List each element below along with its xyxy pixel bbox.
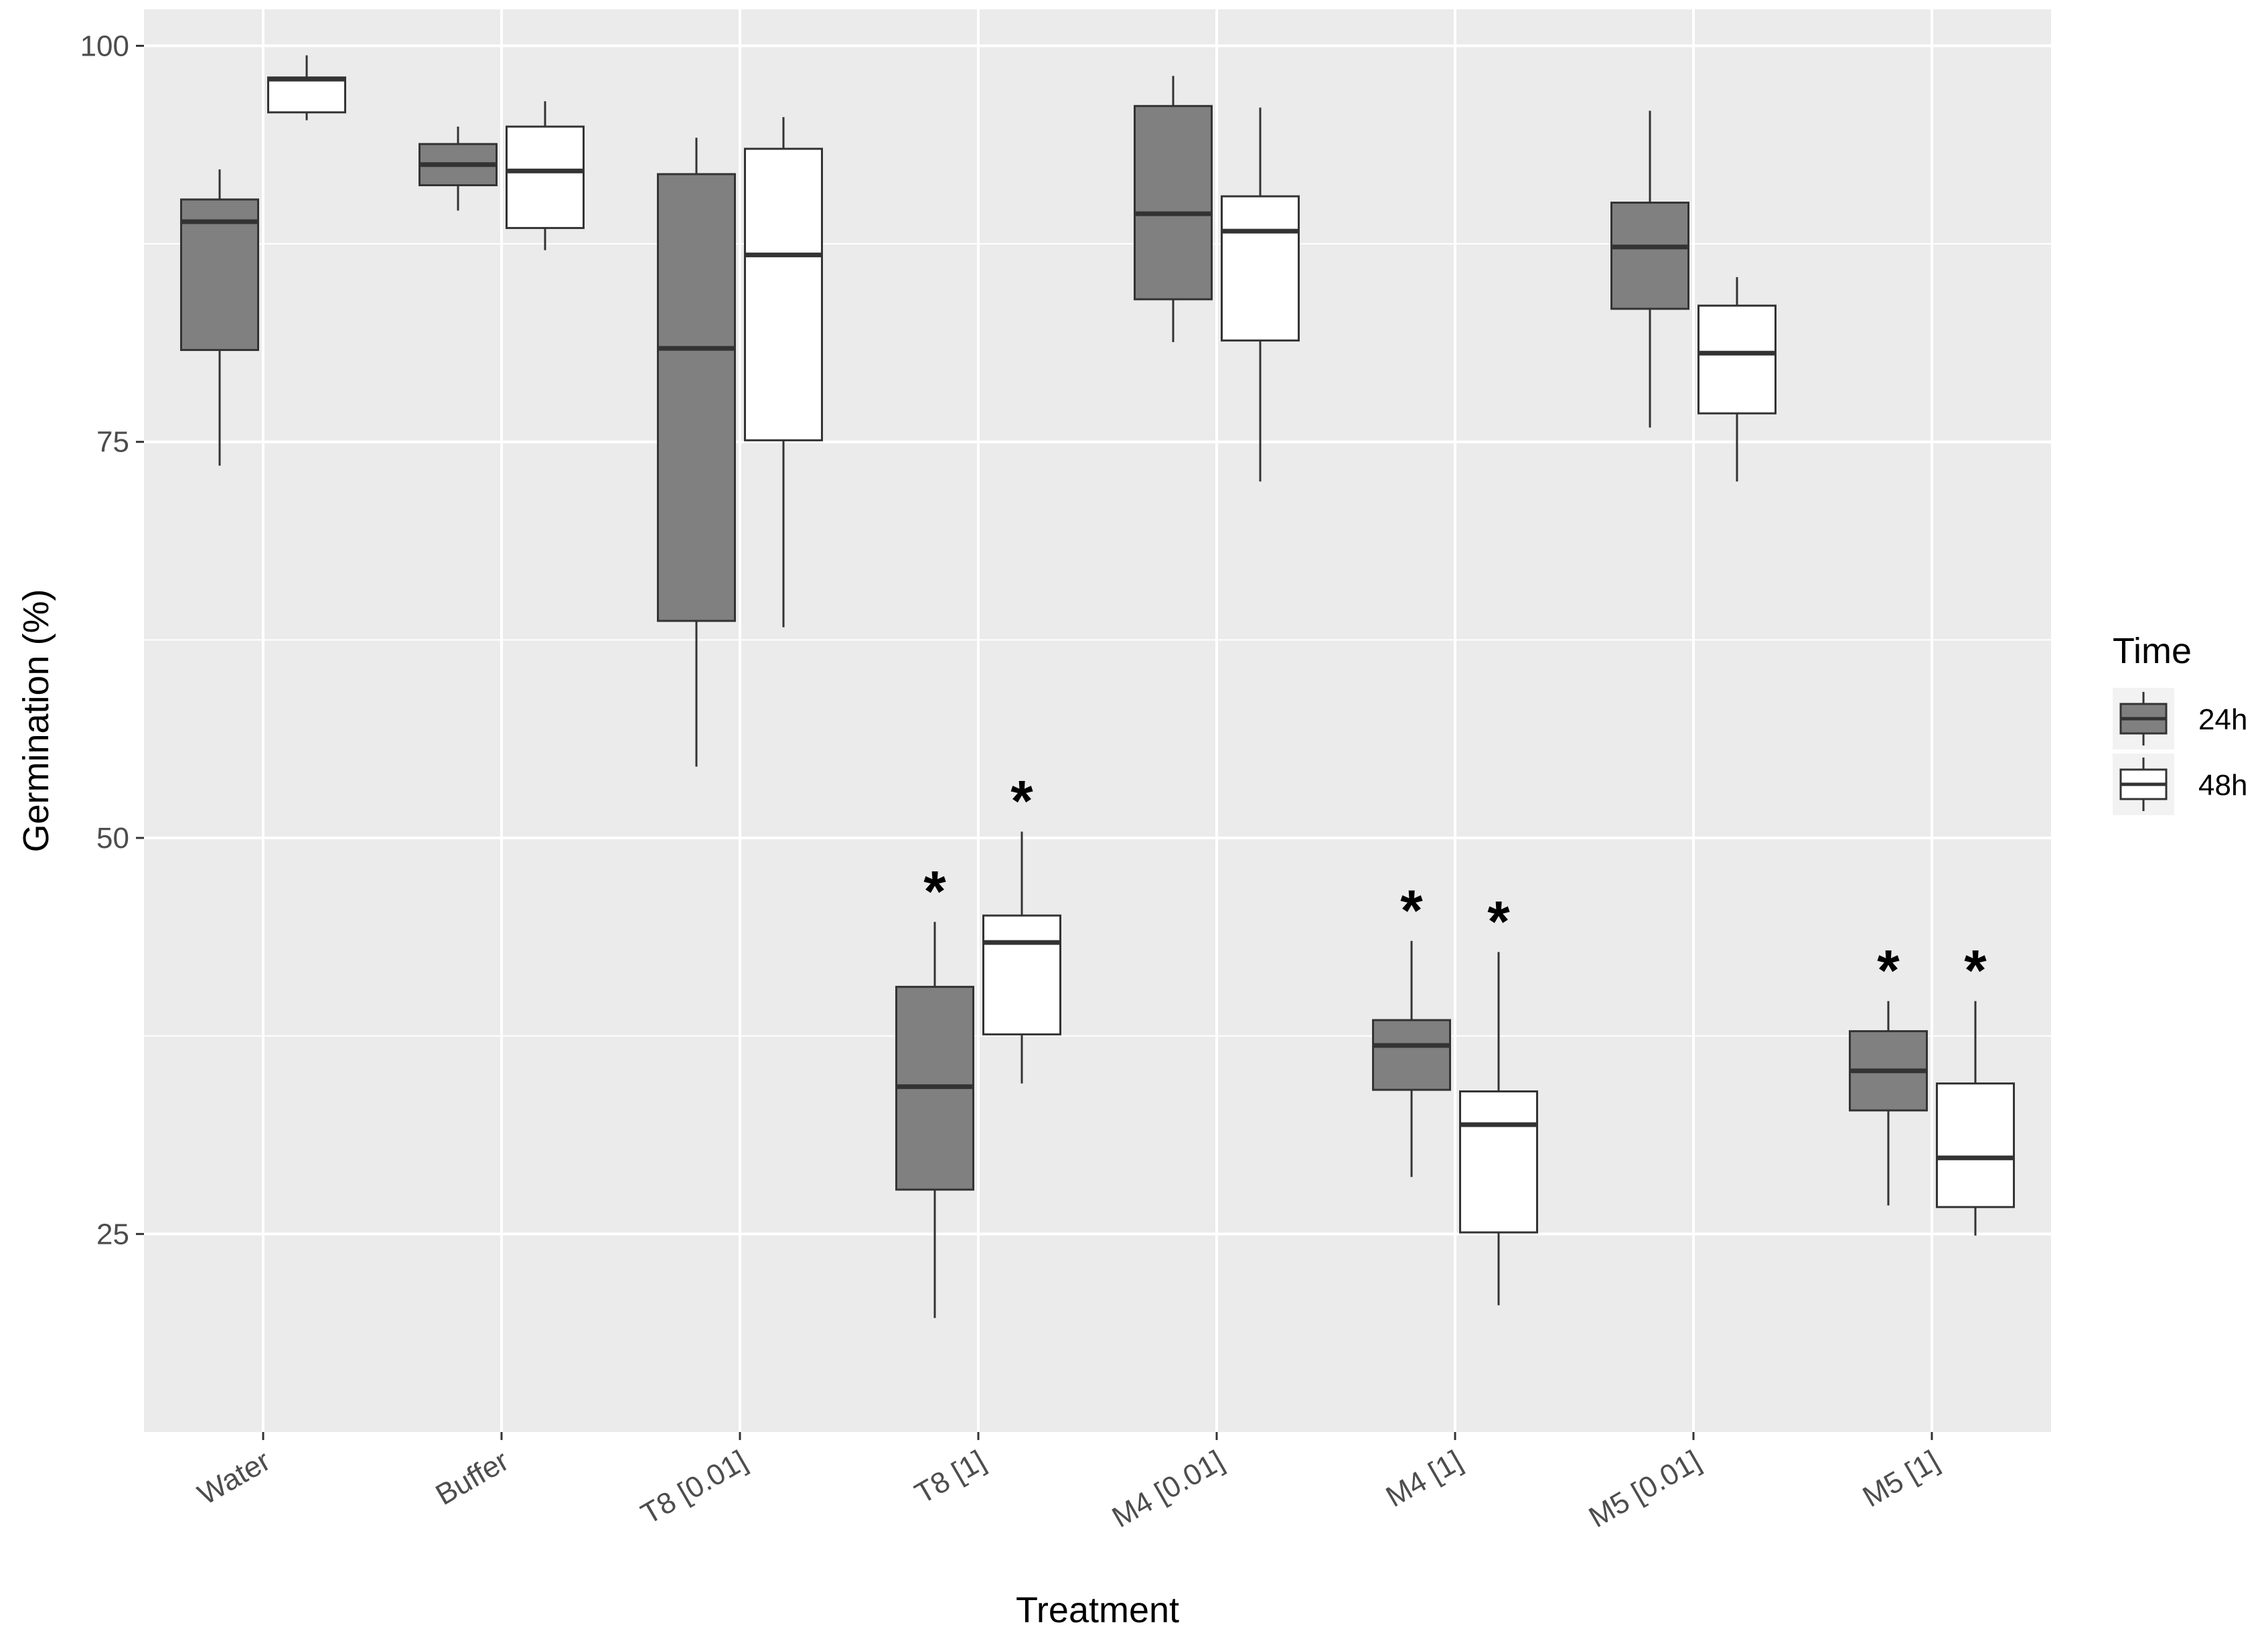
significance-marker: * [1487, 889, 1510, 954]
legend-label: 48h [2198, 769, 2247, 802]
significance-marker: * [1400, 879, 1423, 943]
x-tick-label: M5 [0.01] [1584, 1444, 1706, 1534]
box-plots: * * * * * * [180, 55, 2015, 1318]
significance-marker: * [1877, 939, 1900, 1003]
plot-panel-background [144, 9, 2051, 1432]
x-tick-label: M4 [0.01] [1107, 1444, 1229, 1534]
box-48h-6 [1697, 277, 1776, 482]
y-tick-label: 75 [96, 426, 129, 459]
box-48h-0 [267, 55, 346, 121]
box-48h-1 [506, 101, 585, 251]
significance-marker: * [923, 859, 946, 924]
box-24h-1 [419, 127, 498, 211]
box-iqr [180, 198, 259, 352]
box-24h-5: * [1372, 879, 1451, 1177]
box-iqr [982, 914, 1061, 1035]
x-tick-label: T8 [1] [909, 1444, 991, 1510]
y-axis-ticks: 25 50 75 100 [80, 29, 144, 1250]
box-48h-5: * [1459, 889, 1538, 1305]
x-tick-label: M5 [1] [1858, 1444, 1945, 1514]
box-iqr [267, 76, 346, 114]
y-axis-title: Germination (%) [16, 589, 56, 852]
significance-marker: * [1010, 770, 1033, 834]
x-tick-label: Buffer [431, 1444, 514, 1512]
y-tick-label: 50 [96, 822, 129, 855]
box-24h-2 [657, 137, 736, 767]
box-iqr [1610, 202, 1689, 310]
x-axis-ticks: Water Buffer T8 [0.01] T8 [1] M4 [0.01] M4 [1… [192, 1432, 1945, 1534]
box-24h-7: * [1849, 939, 1928, 1206]
box-iqr [1459, 1090, 1538, 1234]
legend-title: Time [2113, 631, 2192, 671]
y-tick-label: 25 [96, 1218, 129, 1250]
box-48h-3: * [982, 770, 1061, 1084]
legend-item-48h: 48h [2113, 754, 2247, 815]
legend-item-24h: 24h [2113, 688, 2247, 749]
box-iqr [744, 147, 823, 441]
x-tick-label: Water [192, 1444, 276, 1511]
box-48h-2 [744, 117, 823, 628]
significance-marker: * [1964, 939, 1987, 1003]
box-24h-6 [1610, 111, 1689, 428]
legend: Time 24h 48h [2113, 631, 2247, 815]
box-iqr [1134, 104, 1213, 301]
box-iqr [657, 173, 736, 622]
box-iqr [1697, 304, 1776, 415]
grid-lines [144, 9, 2051, 1432]
x-axis-title: Treatment [1016, 1590, 1179, 1630]
box-24h-0 [180, 169, 259, 466]
box-iqr [1372, 1019, 1451, 1091]
box-iqr [1936, 1082, 2015, 1208]
box-48h-4 [1221, 107, 1300, 482]
box-48h-7: * [1936, 939, 2015, 1236]
legend-label: 24h [2198, 703, 2247, 736]
box-24h-4 [1134, 76, 1213, 342]
x-tick-label: M4 [1] [1381, 1444, 1468, 1514]
box-iqr [506, 125, 585, 229]
box-iqr [1221, 195, 1300, 342]
box-24h-3: * [895, 859, 974, 1318]
y-tick-label: 100 [80, 29, 129, 62]
x-tick-label: T8 [0.01] [635, 1444, 753, 1530]
